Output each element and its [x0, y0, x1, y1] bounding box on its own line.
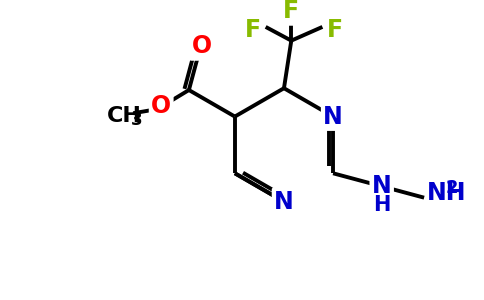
Text: N: N	[274, 190, 294, 214]
Text: 2: 2	[445, 179, 458, 197]
Text: CH: CH	[106, 106, 141, 126]
Text: 3: 3	[131, 111, 143, 129]
Text: O: O	[192, 34, 212, 58]
Text: H: H	[373, 195, 391, 214]
Text: F: F	[327, 18, 343, 42]
Text: O: O	[151, 94, 171, 118]
Text: F: F	[283, 0, 300, 23]
Text: N: N	[372, 174, 392, 198]
Text: O: O	[151, 94, 171, 118]
Text: O: O	[192, 34, 212, 58]
Text: F: F	[245, 18, 261, 42]
Text: N: N	[323, 105, 343, 129]
Text: N: N	[372, 174, 392, 198]
Text: F: F	[283, 0, 300, 23]
Text: N: N	[323, 105, 343, 129]
Text: F: F	[245, 18, 261, 42]
Text: NH: NH	[427, 181, 467, 205]
Text: N: N	[274, 190, 294, 214]
Text: F: F	[327, 18, 343, 42]
